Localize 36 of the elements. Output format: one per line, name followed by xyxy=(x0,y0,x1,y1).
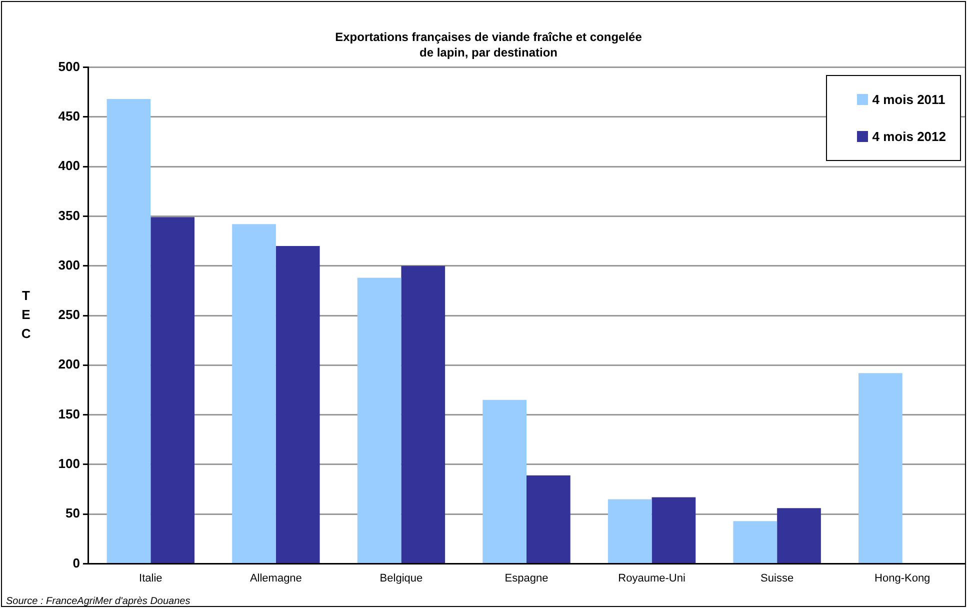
y-tick-label: 0 xyxy=(72,555,80,570)
y-tick-label: 500 xyxy=(58,58,80,74)
bar xyxy=(401,266,446,564)
x-tick-label: Allemagne xyxy=(250,572,302,584)
x-tick-label: Hong-Kong xyxy=(874,572,930,584)
chart-title: Exportations françaises de viande fraîche et congelée de lapin, par destination xyxy=(335,30,642,60)
y-tick-label: 150 xyxy=(58,406,80,422)
bar xyxy=(733,521,778,564)
x-tick-label: Suisse xyxy=(760,572,794,584)
legend-label: 4 mois 2012 xyxy=(872,129,946,144)
x-tick-label: Royaume-Uni xyxy=(618,572,686,584)
y-tick-label: 50 xyxy=(66,506,80,521)
bar xyxy=(777,508,821,564)
y-tick-label: 450 xyxy=(58,108,80,124)
bar xyxy=(232,224,276,564)
x-tick-label: Belgique xyxy=(380,572,423,584)
x-tick-label: Espagne xyxy=(504,572,548,584)
bar xyxy=(276,246,320,564)
bar xyxy=(482,400,526,564)
bar xyxy=(106,98,151,564)
x-tick-label: Italie xyxy=(139,572,162,584)
y-tick-label: 300 xyxy=(58,257,80,272)
bar xyxy=(608,499,652,564)
y-tick-label: 100 xyxy=(58,456,80,472)
source-note: Source : FranceAgriMer d'après Douanes xyxy=(6,596,190,607)
bar xyxy=(652,497,696,564)
y-tick-label: 350 xyxy=(58,208,80,223)
bar xyxy=(150,217,194,564)
bar xyxy=(858,373,902,564)
bar xyxy=(357,278,402,564)
y-tick-label: 400 xyxy=(58,158,80,174)
legend-label: 4 mois 2011 xyxy=(872,92,946,108)
y-tick-label: 200 xyxy=(58,356,80,372)
y-tick-label: 250 xyxy=(58,307,80,322)
bar xyxy=(526,475,570,564)
y-axis-title: TEC xyxy=(21,288,32,342)
